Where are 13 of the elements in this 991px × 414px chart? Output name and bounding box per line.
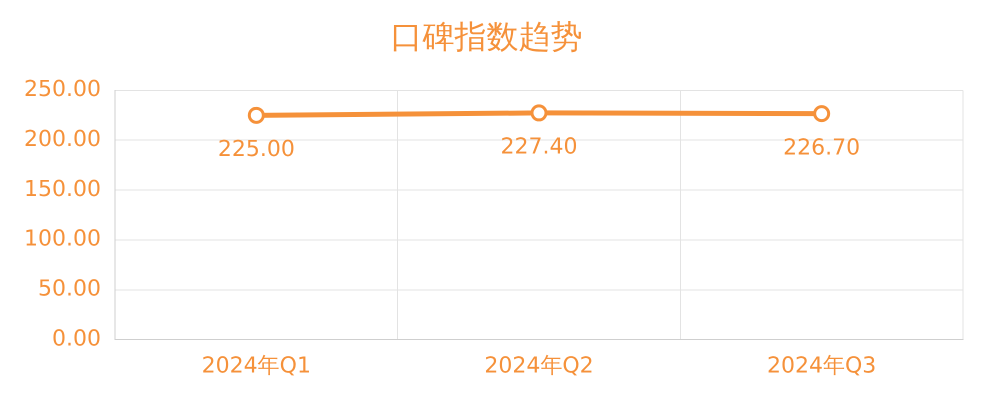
x-tick-label: 2024年Q3 <box>767 354 876 379</box>
chart-title: 口碑指数趋势 <box>390 18 582 56</box>
y-tick-label: 150.00 <box>24 176 101 202</box>
x-tick-label: 2024年Q2 <box>484 354 594 379</box>
y-tick-label: 250.00 <box>24 77 101 102</box>
data-label: 225.00 <box>218 137 295 162</box>
y-tick-label: 100.00 <box>24 226 101 252</box>
y-tick-label: 50.00 <box>38 276 101 302</box>
x-tick-label: 2024年Q1 <box>202 354 311 379</box>
y-tick-label: 200.00 <box>24 126 101 152</box>
data-label: 227.40 <box>500 134 578 160</box>
data-label: 226.70 <box>783 135 860 160</box>
y-tick-label: 0.00 <box>52 326 101 352</box>
